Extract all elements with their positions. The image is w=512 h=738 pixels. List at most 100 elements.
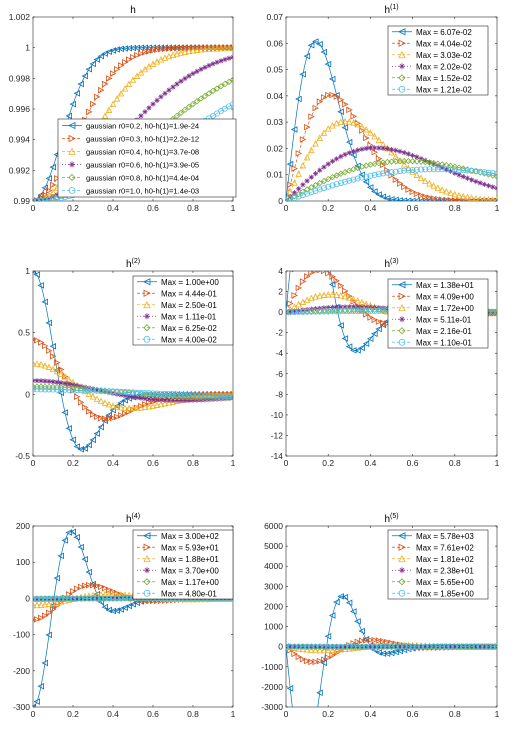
series-marker xyxy=(363,173,370,180)
x-tick-label: 0.6 xyxy=(147,709,159,719)
series-marker xyxy=(122,595,128,601)
series-marker xyxy=(307,42,315,49)
series-marker xyxy=(45,175,52,182)
series-marker xyxy=(50,606,57,613)
chart-title-superscript: (1) xyxy=(390,4,399,11)
series-marker xyxy=(325,654,332,661)
legend-entry: Max = 4.44e-01 xyxy=(161,289,217,298)
series-marker xyxy=(287,181,294,188)
series-marker xyxy=(438,186,446,193)
series-marker xyxy=(409,643,416,650)
series-marker xyxy=(485,310,492,317)
series-marker xyxy=(78,583,85,591)
series-marker xyxy=(472,194,479,201)
y-tick-label: -100 xyxy=(13,630,30,640)
legend: Max = 1.00e+00 Max = 4.44e-01 Max = 2.50e-… xyxy=(132,275,234,346)
series-marker xyxy=(477,180,483,186)
series-marker xyxy=(105,411,112,419)
series-marker xyxy=(329,643,336,650)
series-marker xyxy=(38,197,44,201)
series-marker xyxy=(456,172,462,178)
series-marker xyxy=(324,646,332,654)
series-marker xyxy=(380,307,387,314)
series-marker xyxy=(362,340,370,347)
series-marker xyxy=(37,282,44,289)
series-marker xyxy=(106,415,113,422)
series-marker xyxy=(375,649,382,656)
series-marker xyxy=(367,636,374,644)
series-marker xyxy=(174,81,180,87)
series-marker xyxy=(110,595,117,602)
series-marker xyxy=(42,191,49,199)
series-marker xyxy=(367,314,374,321)
legend-entry: gaussian r0=1.0, h0-h(1)=1.4e-03 xyxy=(86,187,199,196)
series-marker xyxy=(213,85,221,92)
series-marker xyxy=(324,60,332,68)
x-tick-label: 0.2 xyxy=(67,203,79,213)
series-marker xyxy=(65,384,73,391)
series-marker xyxy=(334,644,340,650)
series-marker xyxy=(417,174,425,182)
series-marker xyxy=(205,90,213,97)
series-marker xyxy=(384,167,391,174)
series-marker xyxy=(82,387,89,394)
series-marker xyxy=(304,308,311,315)
series-marker xyxy=(41,298,48,306)
series-marker xyxy=(439,196,446,201)
series-marker xyxy=(375,325,382,333)
series-marker xyxy=(50,595,57,602)
series-marker xyxy=(338,153,344,160)
series-marker xyxy=(161,54,169,61)
series-marker xyxy=(490,196,496,201)
series-marker xyxy=(295,308,302,315)
series-marker xyxy=(98,86,105,94)
series-marker xyxy=(291,308,298,314)
series-marker xyxy=(290,126,298,133)
series-marker xyxy=(158,46,165,53)
x-tick-label: 0.4 xyxy=(107,203,119,213)
series-marker xyxy=(225,393,232,400)
x-tick-label: 0 xyxy=(31,709,36,719)
series-marker xyxy=(33,601,37,609)
series-marker xyxy=(380,145,386,151)
series-marker xyxy=(489,170,496,177)
series-marker xyxy=(384,643,391,650)
series-marker xyxy=(371,188,378,195)
series-marker xyxy=(329,174,336,181)
series-marker xyxy=(142,49,149,56)
series-marker xyxy=(321,229,326,234)
series-marker xyxy=(430,182,437,189)
series-marker xyxy=(468,167,475,174)
series-marker xyxy=(388,643,395,650)
chart-title-superscript: (2) xyxy=(132,258,141,265)
series-marker xyxy=(312,644,319,650)
series-marker xyxy=(392,176,400,183)
series-marker xyxy=(230,391,233,398)
series-marker xyxy=(345,343,353,350)
legend-marker xyxy=(143,543,151,551)
series-marker xyxy=(308,189,315,196)
series-marker xyxy=(438,197,446,201)
series-marker xyxy=(299,656,307,663)
series-marker xyxy=(138,113,144,119)
subplot-3: 0 0.2 0.4 0.6 0.8 1-0.500.51h(2)Max = 1.00e+0… xyxy=(15,258,235,468)
series-marker xyxy=(303,296,311,303)
series-marker xyxy=(358,344,365,352)
series-marker xyxy=(363,145,369,152)
series-marker xyxy=(97,52,104,60)
series-marker xyxy=(410,152,416,159)
series-marker xyxy=(86,408,93,415)
series-marker xyxy=(312,187,319,194)
series-marker xyxy=(384,320,391,327)
series-marker xyxy=(133,389,140,396)
series-marker xyxy=(137,68,145,76)
series-marker xyxy=(333,308,340,315)
legend: Max = 5.78e+03 Max = 7.61e+02 Max = 1.81e+… xyxy=(387,529,489,600)
series-marker xyxy=(354,296,361,304)
series-marker xyxy=(118,595,124,601)
series-marker xyxy=(182,75,188,82)
series-marker xyxy=(185,47,193,55)
series-marker xyxy=(494,308,497,315)
series-marker xyxy=(345,599,353,607)
y-tick-label: 0.02 xyxy=(266,143,283,153)
